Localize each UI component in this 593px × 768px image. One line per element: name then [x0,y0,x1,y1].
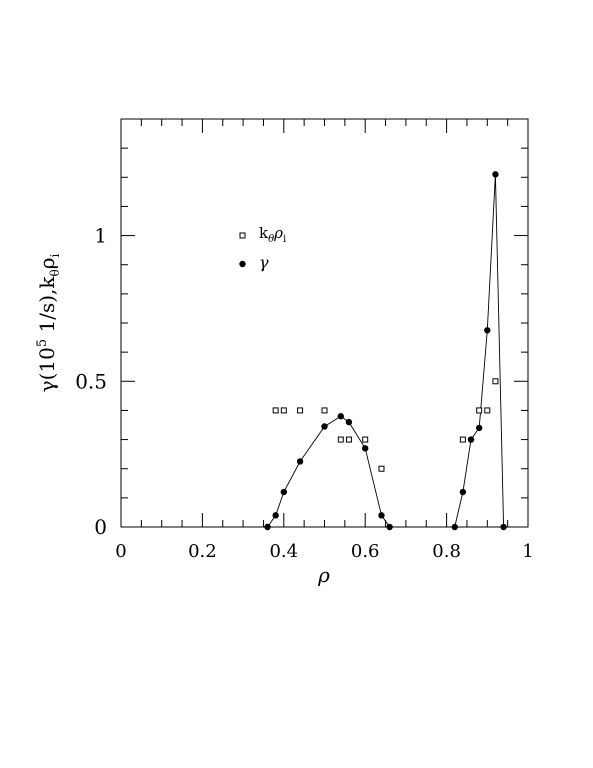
legend-marker-square [239,232,246,239]
x-tick-label: 0.6 [351,541,380,562]
gamma-point [362,445,369,452]
gamma-point [386,523,393,531]
x-axis-label: ρ [317,563,330,587]
x-tick-label: 0.8 [432,541,461,562]
series-markers [264,171,507,531]
gamma-point [296,458,304,465]
k-theta-rho-point [337,436,344,443]
gamma-point [475,424,483,432]
gamma-point [321,423,328,430]
k-theta-rho-point [476,407,483,414]
k-theta-rho-point [459,436,466,443]
series-lines [267,174,505,528]
gamma-line [267,415,390,528]
legend-label-k: kθρi [259,224,286,245]
gamma-line [454,174,505,528]
y-tick-label: 0 [94,515,107,539]
y-tick-label: 1 [94,224,107,248]
gamma-point [484,327,491,334]
gamma-point [264,523,271,531]
x-tick-label: 0 [115,541,126,562]
x-tick-label: 1 [522,541,533,562]
legend-label-gamma: γ [259,253,269,272]
tick-labels: 0 0.2 0.4 0.6 0.8 1 0 0.5 1 [75,224,534,562]
gamma-point [492,171,499,178]
y-axis-label: γ(105 1/s),kθρi [35,253,62,392]
legend-marker-circle [239,260,246,268]
gamma-point [459,488,467,496]
gamma-point [378,512,385,519]
x-tick-label: 0.4 [269,541,298,562]
k-theta-rho-point [321,407,328,414]
axis-ticks [120,118,529,528]
k-theta-rho-point [297,407,304,414]
gamma-point [451,523,458,531]
gamma-point [337,413,344,420]
y-tick-label: 0.5 [75,369,107,393]
legend: kθρi γ [239,224,286,272]
k-theta-rho-point [492,378,499,385]
gamma-point [500,523,507,531]
gamma-point [345,418,353,426]
k-theta-rho-point [272,407,279,414]
gamma-point [272,512,279,519]
k-theta-rho-point [345,436,352,443]
gamma-point [280,488,287,496]
k-theta-rho-point [378,465,385,472]
k-theta-rho-point [362,436,369,443]
x-tick-label: 0.2 [188,541,217,562]
k-theta-rho-point [280,407,287,414]
gamma-point [467,436,475,443]
k-theta-rho-point [484,407,491,414]
